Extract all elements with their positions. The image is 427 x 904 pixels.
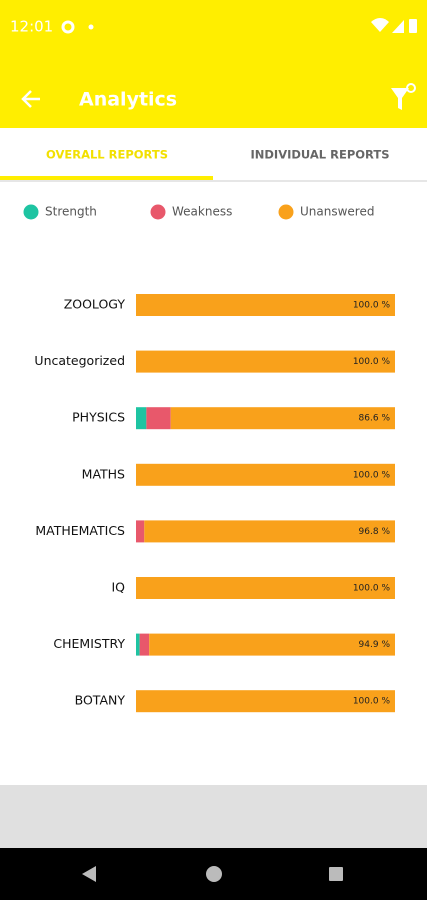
value-label: 96.8 % xyxy=(359,527,391,537)
battery-icon xyxy=(409,19,417,33)
app-title: Analytics xyxy=(79,89,177,111)
tab-overall[interactable]: OVERALL REPORTS xyxy=(46,148,168,162)
back-button[interactable] xyxy=(21,90,40,108)
value-label: 100.0 % xyxy=(353,470,391,480)
value-label: 86.6 % xyxy=(359,414,391,424)
nav-back[interactable] xyxy=(82,866,96,882)
bar-segment xyxy=(136,690,395,713)
category-label: MATHS xyxy=(82,466,125,481)
bar-segment xyxy=(146,407,171,430)
app-bar-bg xyxy=(0,0,427,128)
legend-swatch xyxy=(150,204,166,220)
value-label: 94.9 % xyxy=(359,640,391,650)
legend-label: Strength xyxy=(45,205,97,219)
bar-segment xyxy=(149,633,395,656)
category-label: BOTANY xyxy=(75,693,126,708)
nav-recents[interactable] xyxy=(329,867,343,881)
settings-icon xyxy=(61,20,75,34)
category-label: ZOOLOGY xyxy=(64,297,126,312)
category-label: Uncategorized xyxy=(34,353,125,368)
bar-segment xyxy=(139,633,150,656)
category-label: PHYSICS xyxy=(72,410,125,425)
bar-segment xyxy=(144,520,395,543)
value-label: 100.0 % xyxy=(353,301,391,311)
tab-divider xyxy=(0,180,427,182)
chart: Strength Weakness Unanswered ZOOLOGY 100.0 %… xyxy=(23,204,395,713)
bar-segment xyxy=(136,577,395,599)
filter-badge xyxy=(406,83,416,93)
nav-home[interactable] xyxy=(206,866,222,882)
bar-segment xyxy=(136,463,395,486)
status-time: 12:01 xyxy=(10,18,53,36)
footer-area xyxy=(0,785,427,848)
category-label: CHEMISTRY xyxy=(53,636,125,651)
filter-button[interactable] xyxy=(391,88,409,110)
bar-segment xyxy=(170,407,395,430)
bar-segment xyxy=(136,294,395,316)
legend-label: Unanswered xyxy=(300,205,374,219)
bar-segment xyxy=(136,350,395,373)
tab-bar xyxy=(0,128,427,180)
bar-segment xyxy=(136,520,145,543)
tab-indicator xyxy=(0,176,213,180)
category-label: MATHEMATICS xyxy=(35,523,125,538)
legend-label: Weakness xyxy=(172,205,232,219)
wifi-icon xyxy=(371,18,389,32)
legend-swatch xyxy=(278,204,294,220)
bar-segment xyxy=(136,633,140,656)
value-label: 100.0 % xyxy=(353,357,391,367)
signal-icon xyxy=(392,20,404,33)
notification-dot xyxy=(88,24,94,30)
value-label: 100.0 % xyxy=(353,584,391,594)
value-label: 100.0 % xyxy=(353,697,391,707)
legend-swatch xyxy=(23,204,39,220)
bar-segment xyxy=(136,407,147,430)
category-label: IQ xyxy=(111,580,125,595)
tab-individual[interactable]: INDIVIDUAL REPORTS xyxy=(250,148,389,162)
